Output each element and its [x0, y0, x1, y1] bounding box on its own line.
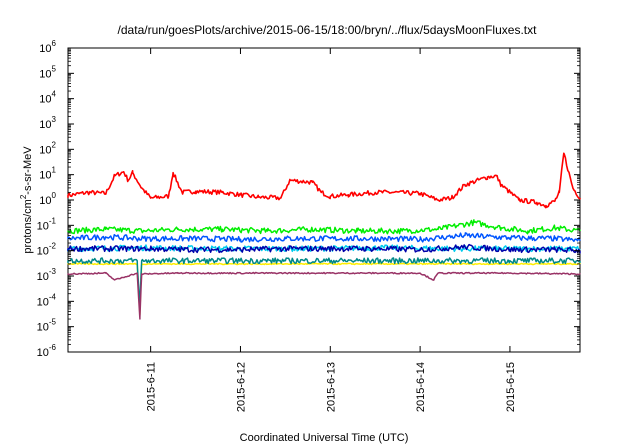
y-tick-label: 10-3 — [37, 267, 57, 283]
y-tick-label: 10-5 — [37, 318, 57, 334]
y-tick-label: 104 — [39, 90, 56, 106]
x-axis: 2015-6-11 2015-6-12 2015-6-13 2015-6-14 2015… — [146, 48, 517, 412]
y-tick-label: 10-4 — [37, 292, 57, 308]
y-tick-label: 101 — [39, 166, 56, 182]
series-line-5 — [67, 262, 581, 316]
y-axis-label: protons/cm2-s-sr-MeV — [19, 146, 34, 254]
series-line-6 — [67, 257, 581, 310]
x-tick-label: 2015-6-13 — [325, 362, 337, 412]
y-axis-label-pre: protons/cm — [22, 199, 34, 253]
x-tick-label: 2015-6-12 — [235, 362, 247, 412]
x-tick-label: 2015-6-14 — [415, 362, 427, 412]
y-tick-label: 10-2 — [37, 242, 57, 258]
y-tick-label: 106 — [39, 39, 56, 55]
series-line-7 — [67, 271, 581, 320]
x-axis-label: Coordinated Universal Time (UTC) — [240, 432, 409, 444]
y-axis-label-sup: 2 — [19, 194, 28, 199]
y-tick-label: 103 — [39, 115, 56, 131]
y-tick-label: 100 — [39, 191, 56, 207]
y-tick-label: 10-6 — [37, 343, 57, 359]
y-tick-label: 102 — [39, 140, 56, 156]
series-line-1 — [67, 219, 581, 235]
x-tick-label: 2015-6-11 — [146, 362, 158, 411]
series-line-0 — [67, 152, 581, 209]
plot-frame — [67, 47, 581, 353]
series-layer — [67, 152, 581, 320]
chart-title: /data/run/goesPlots/archive/2015-06-15/1… — [118, 23, 538, 37]
y-tick-label: 105 — [39, 64, 56, 80]
y-axis: 10-6 10-5 10-4 10-3 10-2 10-1 100 101 102 103 104 1… — [37, 39, 580, 359]
y-axis-label-post: -s-sr-MeV — [22, 146, 34, 195]
x-tick-label: 2015-6-15 — [505, 362, 517, 412]
series-line-3 — [67, 232, 581, 243]
y-tick-label: 10-1 — [37, 216, 57, 232]
series-line-4 — [67, 243, 581, 254]
